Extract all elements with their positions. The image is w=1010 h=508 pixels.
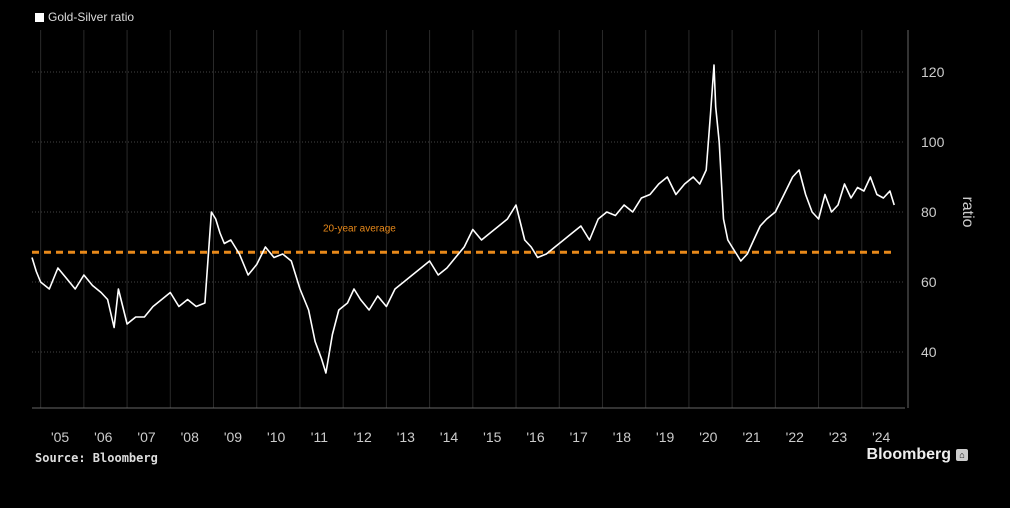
x-tick-label: '08 xyxy=(181,429,199,445)
x-tick-label: '21 xyxy=(742,429,760,445)
x-tick-label: '18 xyxy=(613,429,631,445)
x-tick-label: '24 xyxy=(872,429,890,445)
source-note: Source: Bloomberg xyxy=(35,451,158,465)
x-tick-label: '19 xyxy=(656,429,674,445)
x-tick-label: '16 xyxy=(526,429,544,445)
x-tick-label: '17 xyxy=(570,429,588,445)
x-tick-label: '13 xyxy=(397,429,415,445)
y-tick-label: 60 xyxy=(921,274,937,290)
x-tick-label: '05 xyxy=(51,429,69,445)
y-tick-label: 120 xyxy=(921,64,945,80)
x-tick-label: '11 xyxy=(311,429,328,445)
x-tick-label: '07 xyxy=(137,429,155,445)
x-tick-label: '23 xyxy=(829,429,847,445)
x-tick-label: '10 xyxy=(267,429,285,445)
x-tick-label: '12 xyxy=(353,429,371,445)
x-tick-label: '15 xyxy=(483,429,501,445)
brand-terminal-icon: ⌂ xyxy=(956,449,968,461)
x-tick-labels: '05 '06 '07 '08 '09 '10 '11 '12 '13 '14 '15 '16 '17 '… xyxy=(51,429,891,445)
x-grid-lines xyxy=(40,30,863,408)
x-tick-label: '14 xyxy=(440,429,458,445)
brand-logo: Bloomberg ⌂ xyxy=(867,446,968,464)
legend: Gold-Silver ratio xyxy=(35,10,134,24)
x-tick-label: '06 xyxy=(94,429,112,445)
y-tick-label: 80 xyxy=(921,204,937,220)
y-tick-label: 100 xyxy=(921,134,945,150)
legend-swatch xyxy=(35,12,44,22)
y-tick-label: 40 xyxy=(921,344,937,360)
series-line-gold-silver-ratio xyxy=(31,64,895,374)
x-tick-label: '09 xyxy=(224,429,242,445)
legend-label: Gold-Silver ratio xyxy=(48,10,135,24)
x-tick-label: '22 xyxy=(786,429,804,445)
y-axis-label: ratio xyxy=(959,196,976,227)
average-label: 20-year average xyxy=(323,223,396,234)
brand-name: Bloomberg xyxy=(866,446,951,463)
y-tick-labels: 40 60 80 100 120 xyxy=(921,64,945,360)
x-tick-label: '20 xyxy=(699,429,717,445)
